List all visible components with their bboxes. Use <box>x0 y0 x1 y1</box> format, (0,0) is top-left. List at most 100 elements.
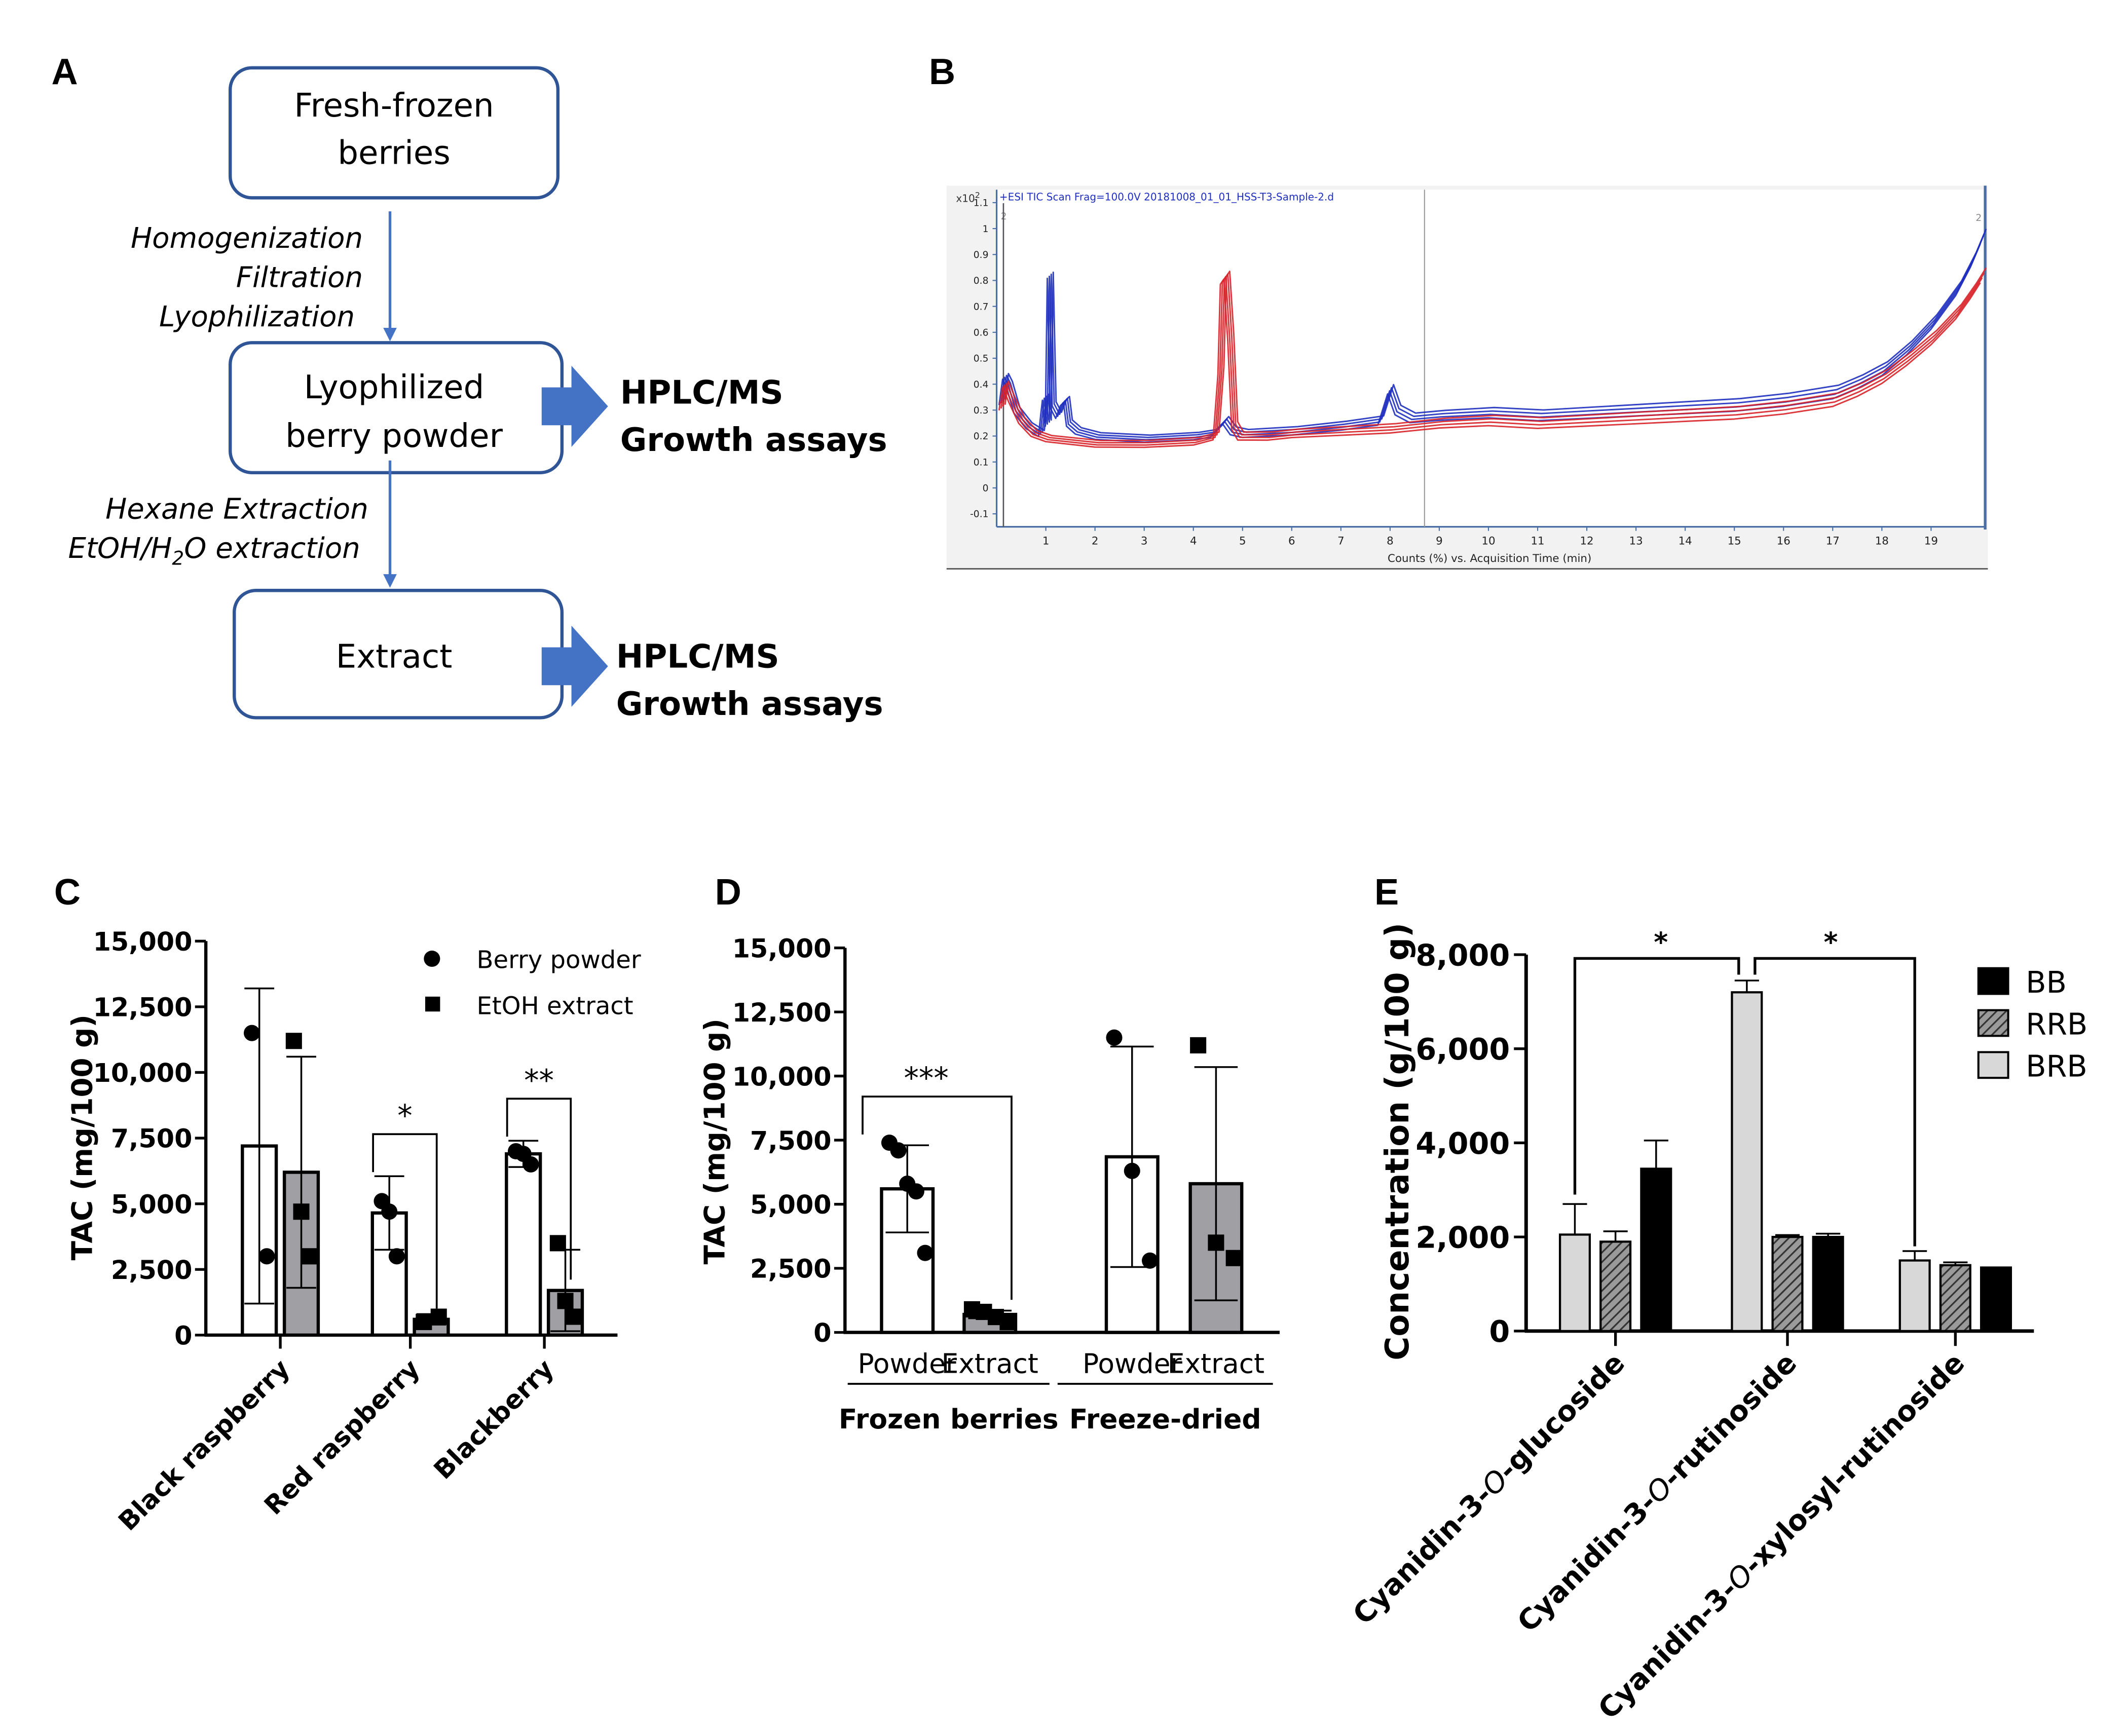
chart-d-xtick-label: Powder <box>858 1348 957 1380</box>
chart-b-ytick-label: 0.9 <box>974 250 989 260</box>
chart-e-legend-swatch <box>1977 967 2009 995</box>
chart-d-ytick-label: 5,000 <box>750 1190 832 1220</box>
chart-d-ytick-label: 12,500 <box>732 998 832 1028</box>
flow-box-extract-label: Extract <box>336 638 453 676</box>
chart-c-legend-label-powder: Berry powder <box>477 946 641 974</box>
chart-c-point <box>416 1313 432 1330</box>
chart-d-point <box>1190 1037 1207 1053</box>
chart-d-ytick-label: 10,000 <box>732 1062 832 1091</box>
chart-b-ytick-label: 0.2 <box>974 431 989 442</box>
chart-e-significance-bracket <box>1754 957 1916 1247</box>
flow-step-etoh-sub: 2 <box>172 547 184 569</box>
chart-e-bar <box>1731 991 1763 1332</box>
chart-e-xtick-label-pre: Cyanidin-3- <box>1511 1487 1663 1639</box>
chart-b-trace-blue <box>1004 229 1987 436</box>
chart-b-xtick-label: 1 <box>1042 535 1050 547</box>
chart-b-multiplier-exp: 2 <box>975 190 980 200</box>
chart-c-significance-label: * <box>397 1098 412 1133</box>
chart-b-xtick-label: 19 <box>1924 535 1938 547</box>
chart-c-point <box>381 1203 398 1220</box>
chart-d-significance-bracket <box>862 1096 1013 1300</box>
chart-d-point <box>1142 1252 1159 1269</box>
chart-b-plot-area <box>996 190 1986 527</box>
chart-b-xtick-label: 16 <box>1777 535 1791 547</box>
flow-output-growth-2: Growth assays <box>616 685 883 723</box>
chart-e-bar <box>1898 1259 1931 1332</box>
chart-d-point <box>1225 1250 1242 1266</box>
chart-b-title: +ESI TIC Scan Frag=100.0V 20181008_01_01… <box>999 191 1334 203</box>
chart-c-point <box>430 1308 447 1325</box>
flow-box-lyophilized-line2: berry powder <box>285 417 503 455</box>
chart-c-point <box>549 1235 566 1252</box>
chart-c-xtick-label: Blackberry <box>428 1353 560 1485</box>
chart-e-bar <box>1980 1266 2012 1332</box>
chart-b-xtick-label: 10 <box>1481 535 1495 547</box>
chart-c-point <box>388 1248 405 1265</box>
chart-e-bar <box>1771 1235 1804 1332</box>
chart-c-legend-label-extract: EtOH extract <box>477 992 633 1021</box>
flow-step-etoh-post: O extraction <box>184 532 360 565</box>
chart-b-corner-right: 2 <box>1975 213 1982 223</box>
flowchart: Fresh-frozen berries Homogenization Filt… <box>68 66 887 723</box>
chart-e-xtick-label: Cyanidin-3-O-glucoside <box>1347 1347 1631 1632</box>
chart-d-ytick-label: 15,000 <box>732 933 832 963</box>
chart-b-ytick-label: 0.6 <box>974 328 989 338</box>
chart-c-ytick-label: 7,500 <box>111 1124 193 1154</box>
chart-b-xtick-label: 11 <box>1531 535 1544 547</box>
flow-step-filtration: Filtration <box>236 261 363 294</box>
chart-b-ytick-label: 1 <box>983 224 989 235</box>
chart-e-xtick-label-post: -rutinoside <box>1656 1347 1803 1494</box>
flow-box-lyophilized-line1: Lyophilized <box>304 368 484 406</box>
chart-b-ytick-label: 0.7 <box>974 301 989 312</box>
chart-e-bar <box>1640 1167 1672 1332</box>
chart-b-xtick-label: 14 <box>1679 535 1692 547</box>
chart-c-legend-marker-powder <box>424 950 440 967</box>
chart-c-ytick-label: 5,000 <box>111 1189 193 1219</box>
chart-e-legend-label: BRB <box>2026 1048 2087 1083</box>
chart-e-xtick-label-pre: Cyanidin-3- <box>1592 1574 1744 1726</box>
chart-b-xtick-label: 4 <box>1190 535 1197 547</box>
chart-c: TAC (mg/100 g) Berry powder EtOH extract… <box>66 927 641 1536</box>
flow-output-growth-1: Growth assays <box>620 421 887 459</box>
chart-e-bar <box>1939 1264 1971 1332</box>
chart-e-ylabel: Concentration (g/100 g) <box>1378 923 1416 1361</box>
chart-e-ytick-label: 6,000 <box>1415 1032 1510 1067</box>
chart-b-ytick-label: 0 <box>983 483 989 494</box>
flow-box-fresh-frozen-line2: berries <box>338 134 450 172</box>
chart-b-ytick-label: 0.4 <box>974 380 989 390</box>
chart-d-xtick-label: Powder <box>1083 1348 1181 1380</box>
chart-c-significance-label: ** <box>524 1063 554 1098</box>
chart-d-xtick-label: Extract <box>942 1348 1038 1380</box>
chart-e-xtick-label: Cyanidin-3-O-rutinoside <box>1511 1347 1803 1639</box>
chart-c-bar <box>505 1152 542 1337</box>
chart-b-xlabel: Counts (%) vs. Acquisition Time (min) <box>1388 552 1591 565</box>
chart-b-multiplier-base: x10 <box>956 192 975 204</box>
chart-e-bar <box>1558 1233 1591 1332</box>
chart-e-bar <box>1599 1240 1632 1332</box>
chart-e-ytick-label: 0 <box>1489 1314 1510 1349</box>
flow-output-hplc-2: HPLC/MS <box>616 638 779 676</box>
chart-b-xtick-label: 3 <box>1141 535 1148 547</box>
flow-block-arrow-1 <box>541 365 608 447</box>
flow-step-etoh-pre: EtOH/H <box>68 532 172 565</box>
flow-box-fresh-frozen-line1: Fresh-frozen <box>294 87 494 125</box>
chart-b-ytick-label: 0.5 <box>974 354 989 364</box>
chart-c-point <box>285 1033 302 1049</box>
chart-b-xtick-label: 7 <box>1337 535 1345 547</box>
chart-c-point <box>557 1293 574 1309</box>
chart-b-xtick-label: 17 <box>1826 535 1840 547</box>
chart-e-ytick-label: 8,000 <box>1415 937 1510 972</box>
chart-b-multiplier: x102 <box>956 190 980 204</box>
chart-c-ytick-label: 10,000 <box>93 1058 193 1088</box>
chart-e-bar <box>1812 1235 1844 1332</box>
chart-c-ylabel: TAC (mg/100 g) <box>66 1014 99 1260</box>
flow-step-lyophilization: Lyophilization <box>159 300 355 333</box>
chart-c-significance-bracket <box>506 1098 572 1280</box>
chart-d-ytick-label: 0 <box>813 1318 831 1348</box>
flow-step-etoh: EtOH/H2O extraction <box>68 532 360 569</box>
chart-d-ylabel: TAC (mg/100 g) <box>699 1018 732 1264</box>
panel-label-b: B <box>929 52 955 92</box>
chart-e-ytick-label: 2,000 <box>1415 1220 1510 1255</box>
chart-e-significance-label: * <box>1824 926 1838 958</box>
chart-e-xtick-label-pre: Cyanidin-3- <box>1347 1479 1499 1631</box>
